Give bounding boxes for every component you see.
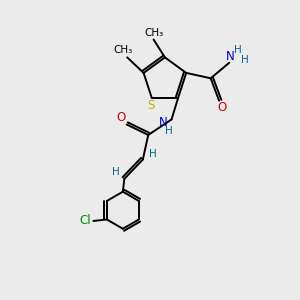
Text: H: H [234,45,242,55]
Text: CH₃: CH₃ [113,45,132,55]
Text: H: H [165,126,173,136]
Text: H: H [241,55,249,65]
Text: N: N [226,50,234,63]
Text: H: H [112,167,120,177]
Text: S: S [148,99,155,112]
Text: CH₃: CH₃ [144,28,163,38]
Text: Cl: Cl [80,214,91,227]
Text: H: H [148,149,156,159]
Text: O: O [218,101,227,114]
Text: O: O [117,112,126,124]
Text: N: N [159,116,167,129]
